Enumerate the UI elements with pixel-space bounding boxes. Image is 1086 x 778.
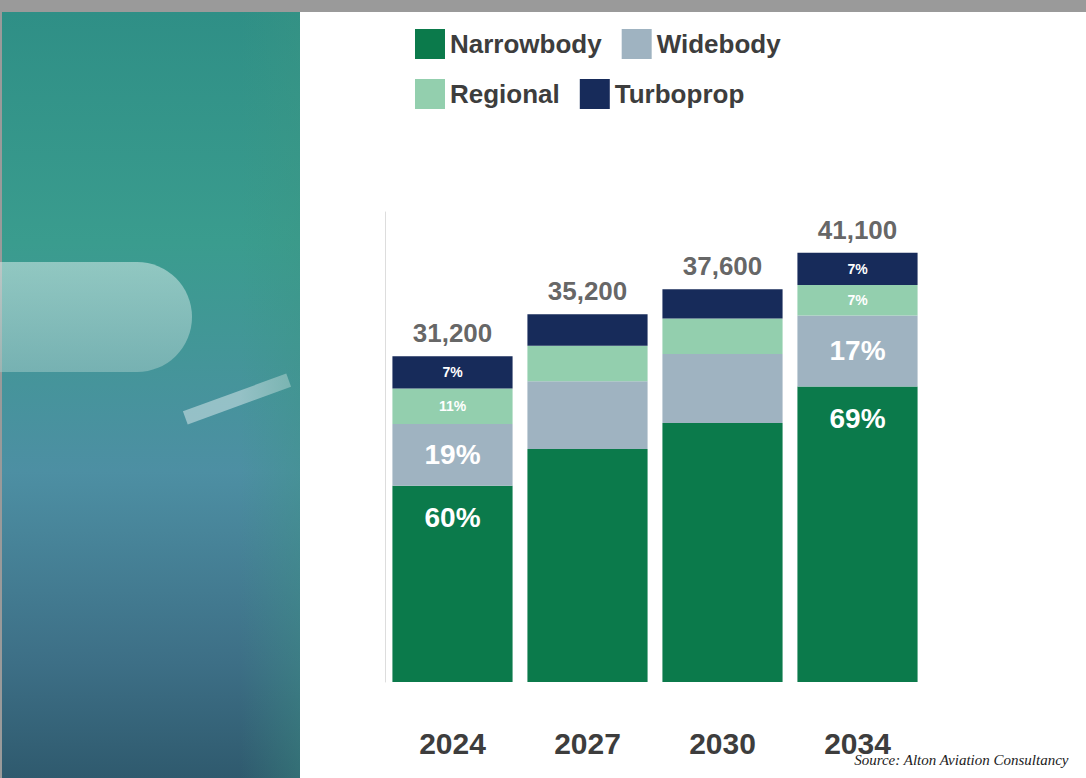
svg-text:Turboprop: Turboprop [615, 79, 744, 109]
svg-text:7%: 7% [847, 292, 868, 308]
svg-text:2034: 2034 [824, 726, 891, 760]
svg-text:11%: 11% [439, 398, 467, 414]
svg-text:Narrowbody: Narrowbody [450, 29, 602, 59]
svg-text:2027: 2027 [554, 727, 621, 760]
svg-text:2024: 2024 [419, 727, 486, 760]
svg-text:Regional: Regional [450, 79, 560, 109]
svg-text:7%: 7% [442, 364, 463, 380]
svg-text:Widebody: Widebody [657, 29, 782, 59]
svg-text:Source: Alton Aviation Consult: Source: Alton Aviation Consultancy [854, 752, 1069, 768]
svg-text:17%: 17% [829, 335, 885, 366]
svg-text:7%: 7% [847, 261, 868, 277]
svg-text:41,100: 41,100 [818, 215, 898, 245]
svg-text:19%: 19% [424, 439, 480, 470]
svg-text:37,600: 37,600 [683, 251, 763, 281]
svg-text:35,200: 35,200 [548, 276, 628, 306]
svg-text:69%: 69% [829, 403, 885, 434]
svg-text:60%: 60% [424, 502, 480, 533]
svg-text:31,200: 31,200 [413, 318, 493, 348]
svg-text:2030: 2030 [689, 727, 756, 760]
